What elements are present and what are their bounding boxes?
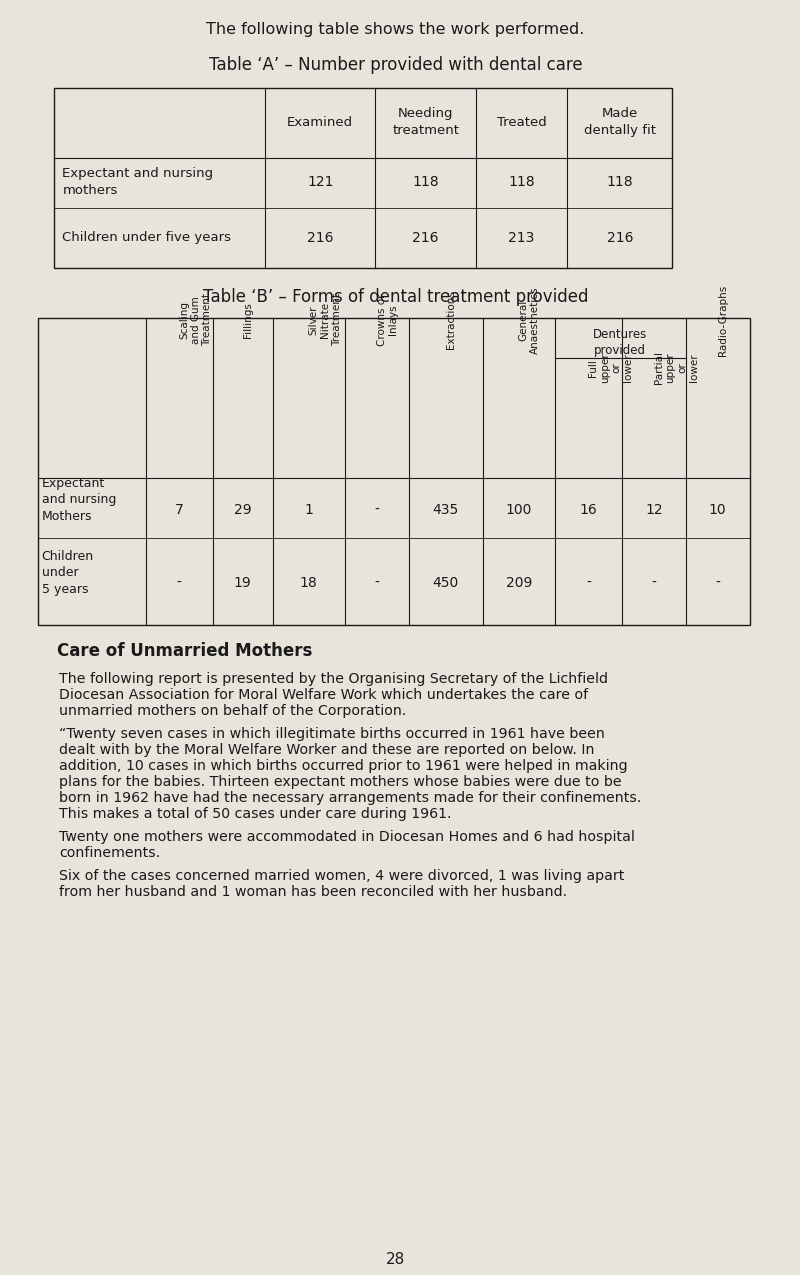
Text: Treated: Treated	[497, 116, 546, 129]
Text: confinements.: confinements.	[59, 847, 161, 861]
Text: Twenty one mothers were accommodated in Diocesan Homes and 6 had hospital: Twenty one mothers were accommodated in …	[59, 830, 635, 844]
Text: 10: 10	[709, 504, 726, 516]
Text: 118: 118	[606, 175, 633, 189]
Text: Partial
upper
or
lower: Partial upper or lower	[654, 352, 698, 385]
Text: -: -	[715, 576, 720, 590]
Text: Six of the cases concerned married women, 4 were divorced, 1 was living apart: Six of the cases concerned married women…	[59, 870, 625, 884]
Text: Expectant
and nursing
Mothers: Expectant and nursing Mothers	[42, 478, 116, 523]
Bar	[38, 317, 750, 625]
Text: 16: 16	[579, 504, 598, 516]
Text: Crowns or
Inlays: Crowns or Inlays	[377, 293, 398, 347]
Text: The following table shows the work performed.: The following table shows the work perfo…	[206, 22, 585, 37]
Text: “Twenty seven cases in which illegitimate births occurred in 1961 have been: “Twenty seven cases in which illegitimat…	[59, 727, 606, 741]
Text: Table ‘B’ – Forms of dental treatment provided: Table ‘B’ – Forms of dental treatment pr…	[203, 288, 588, 306]
Text: Children
under
5 years: Children under 5 years	[42, 551, 94, 595]
Text: -: -	[651, 576, 656, 590]
Text: Needing
treatment: Needing treatment	[392, 107, 459, 136]
Text: 216: 216	[413, 231, 439, 245]
Text: 28: 28	[386, 1252, 405, 1267]
Text: dealt with by the Moral Welfare Worker and these are reported on below. In: dealt with by the Moral Welfare Worker a…	[59, 743, 595, 757]
Text: Dentures
provided: Dentures provided	[593, 328, 647, 357]
Text: Scaling
and Gum
Treatment: Scaling and Gum Treatment	[179, 293, 213, 347]
Text: 12: 12	[645, 504, 662, 516]
Bar	[54, 88, 673, 268]
Text: 7: 7	[175, 504, 184, 516]
Text: 209: 209	[506, 576, 532, 590]
Text: 19: 19	[234, 576, 251, 590]
Text: 118: 118	[508, 175, 535, 189]
Text: Children under five years: Children under five years	[62, 232, 231, 245]
Text: -: -	[586, 576, 590, 590]
Text: 213: 213	[508, 231, 534, 245]
Text: The following report is presented by the Organising Secretary of the Lichfield: The following report is presented by the…	[59, 672, 608, 686]
Text: born in 1962 have had the necessary arrangements made for their confinements.: born in 1962 have had the necessary arra…	[59, 790, 642, 805]
Text: 216: 216	[606, 231, 633, 245]
Text: -: -	[177, 576, 182, 590]
Text: 118: 118	[412, 175, 439, 189]
Text: from her husband and 1 woman has been reconciled with her husband.: from her husband and 1 woman has been re…	[59, 885, 567, 899]
Text: Care of Unmarried Mothers: Care of Unmarried Mothers	[58, 643, 313, 660]
Text: addition, 10 cases in which births occurred prior to 1961 were helped in making: addition, 10 cases in which births occur…	[59, 759, 628, 773]
Text: Fillings: Fillings	[242, 302, 253, 338]
Text: 1: 1	[304, 504, 313, 516]
Text: Extractions: Extractions	[446, 291, 456, 349]
Text: This makes a total of 50 cases under care during 1961.: This makes a total of 50 cases under car…	[59, 807, 452, 821]
Text: Full
upper
or
lower: Full upper or lower	[588, 353, 633, 384]
Text: Expectant and nursing
mothers: Expectant and nursing mothers	[62, 167, 214, 196]
Text: 216: 216	[307, 231, 334, 245]
Text: 121: 121	[307, 175, 334, 189]
Text: 100: 100	[506, 504, 532, 516]
Text: Diocesan Association for Moral Welfare Work which undertakes the care of: Diocesan Association for Moral Welfare W…	[59, 688, 589, 703]
Text: plans for the babies. Thirteen expectant mothers whose babies were due to be: plans for the babies. Thirteen expectant…	[59, 775, 622, 789]
Text: Examined: Examined	[287, 116, 354, 129]
Text: Silver
Nitrate
Treatment: Silver Nitrate Treatment	[309, 293, 342, 347]
Text: 18: 18	[300, 576, 318, 590]
Text: Table ‘A’ – Number provided with dental care: Table ‘A’ – Number provided with dental …	[209, 56, 582, 74]
Text: 450: 450	[433, 576, 458, 590]
Text: unmarried mothers on behalf of the Corporation.: unmarried mothers on behalf of the Corpo…	[59, 704, 406, 718]
Text: -: -	[374, 576, 379, 590]
Text: -: -	[374, 504, 379, 516]
Text: Made
dentally fit: Made dentally fit	[584, 107, 656, 136]
Text: 29: 29	[234, 504, 251, 516]
Text: Radio-Graphs: Radio-Graphs	[718, 284, 728, 356]
Text: General
Anaesthetics: General Anaesthetics	[518, 287, 540, 353]
Text: 435: 435	[433, 504, 458, 516]
